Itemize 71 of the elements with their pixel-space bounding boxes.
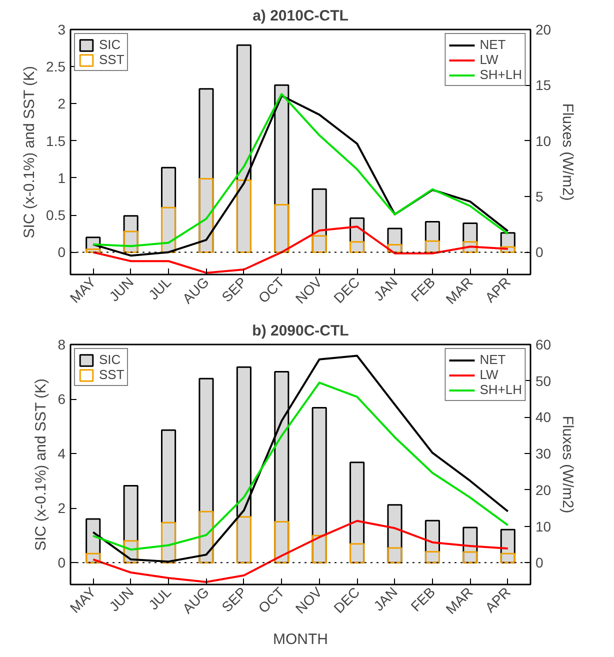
bar (274, 204, 290, 253)
y2-tick-label: 15 (536, 77, 552, 94)
y-tick-label: 3 (58, 22, 66, 38)
x-tick-label: FEB (408, 274, 438, 304)
x-tick-label: FEB (408, 584, 438, 614)
y2-tick-label: 0 (536, 244, 544, 260)
x-tick-label: JUL (145, 584, 174, 613)
line-series (92, 520, 509, 583)
legend-label: SH+LH (480, 382, 522, 397)
y2-tick-label: 50 (536, 372, 552, 389)
bar (236, 516, 252, 564)
bar (86, 248, 101, 253)
y2-tick-label: 20 (536, 22, 552, 38)
y-tick-label: 0 (58, 244, 66, 260)
bar (462, 241, 478, 253)
y-axis-title: SIC (x-0.1%) and SST (K) (32, 378, 50, 551)
y-tick-label: 6 (58, 391, 66, 408)
y2-tick-label: 10 (536, 518, 552, 534)
y-axis-title: SIC (x-0.1%) and SST (K) (21, 66, 38, 238)
y2-tick-label: 30 (536, 446, 552, 462)
bar (312, 534, 327, 564)
y-tick-label: 1 (58, 170, 66, 186)
legend-label: LW (480, 52, 500, 67)
y-tick-label: 1.5 (46, 132, 66, 149)
y2-tick-label: 20 (536, 482, 552, 498)
y-tick-label: 2.5 (46, 58, 66, 75)
bar (312, 235, 327, 253)
line-series (92, 226, 509, 274)
bar (86, 552, 101, 564)
y-tick-label: 0 (58, 554, 66, 571)
y-tick-label: 2 (58, 96, 66, 112)
y2-axis-title: Fluxes (W/m2) (559, 103, 576, 201)
bar (274, 521, 290, 564)
legend-label: NET (480, 352, 506, 367)
bar (462, 551, 478, 564)
y2-tick-label: 60 (536, 336, 552, 352)
bar (123, 540, 138, 564)
bar (424, 551, 440, 564)
legend-label: NET (480, 37, 506, 52)
legend-label: SIC (99, 37, 121, 52)
y2-tick-label: 10 (536, 132, 552, 149)
bar (198, 510, 214, 564)
legend-label: SIC (99, 352, 121, 367)
y-tick-label: 4 (58, 446, 66, 462)
y2-tick-label: 0 (536, 554, 544, 571)
legend-label: SST (99, 367, 124, 382)
bar (350, 543, 365, 564)
y-tick-label: 8 (58, 336, 66, 352)
bar (424, 240, 440, 253)
y2-tick-label: 40 (536, 409, 552, 426)
x-tick-label: JUL (145, 274, 174, 303)
x-axis-title: MONTH (273, 630, 328, 648)
y-tick-label: 0.5 (46, 207, 66, 224)
bar (350, 241, 365, 253)
bar (160, 206, 176, 253)
bar (500, 552, 516, 564)
y2-axis-title: Fluxes (W/m2) (559, 416, 576, 514)
bar (387, 547, 402, 564)
y-tick-label: 2 (58, 500, 66, 516)
legend-label: LW (480, 367, 500, 382)
bar (500, 246, 516, 253)
bar (236, 179, 252, 253)
legend-label: SH+LH (480, 67, 522, 82)
y2-tick-label: 5 (536, 188, 544, 205)
bar (123, 230, 138, 253)
legend-label: SST (99, 52, 124, 67)
bar (387, 244, 402, 253)
bar (160, 522, 176, 564)
bar (198, 178, 214, 253)
chart-title: b) 2090C-CTL (252, 322, 349, 340)
chart-title: a) 2010C-CTL (252, 8, 348, 24)
